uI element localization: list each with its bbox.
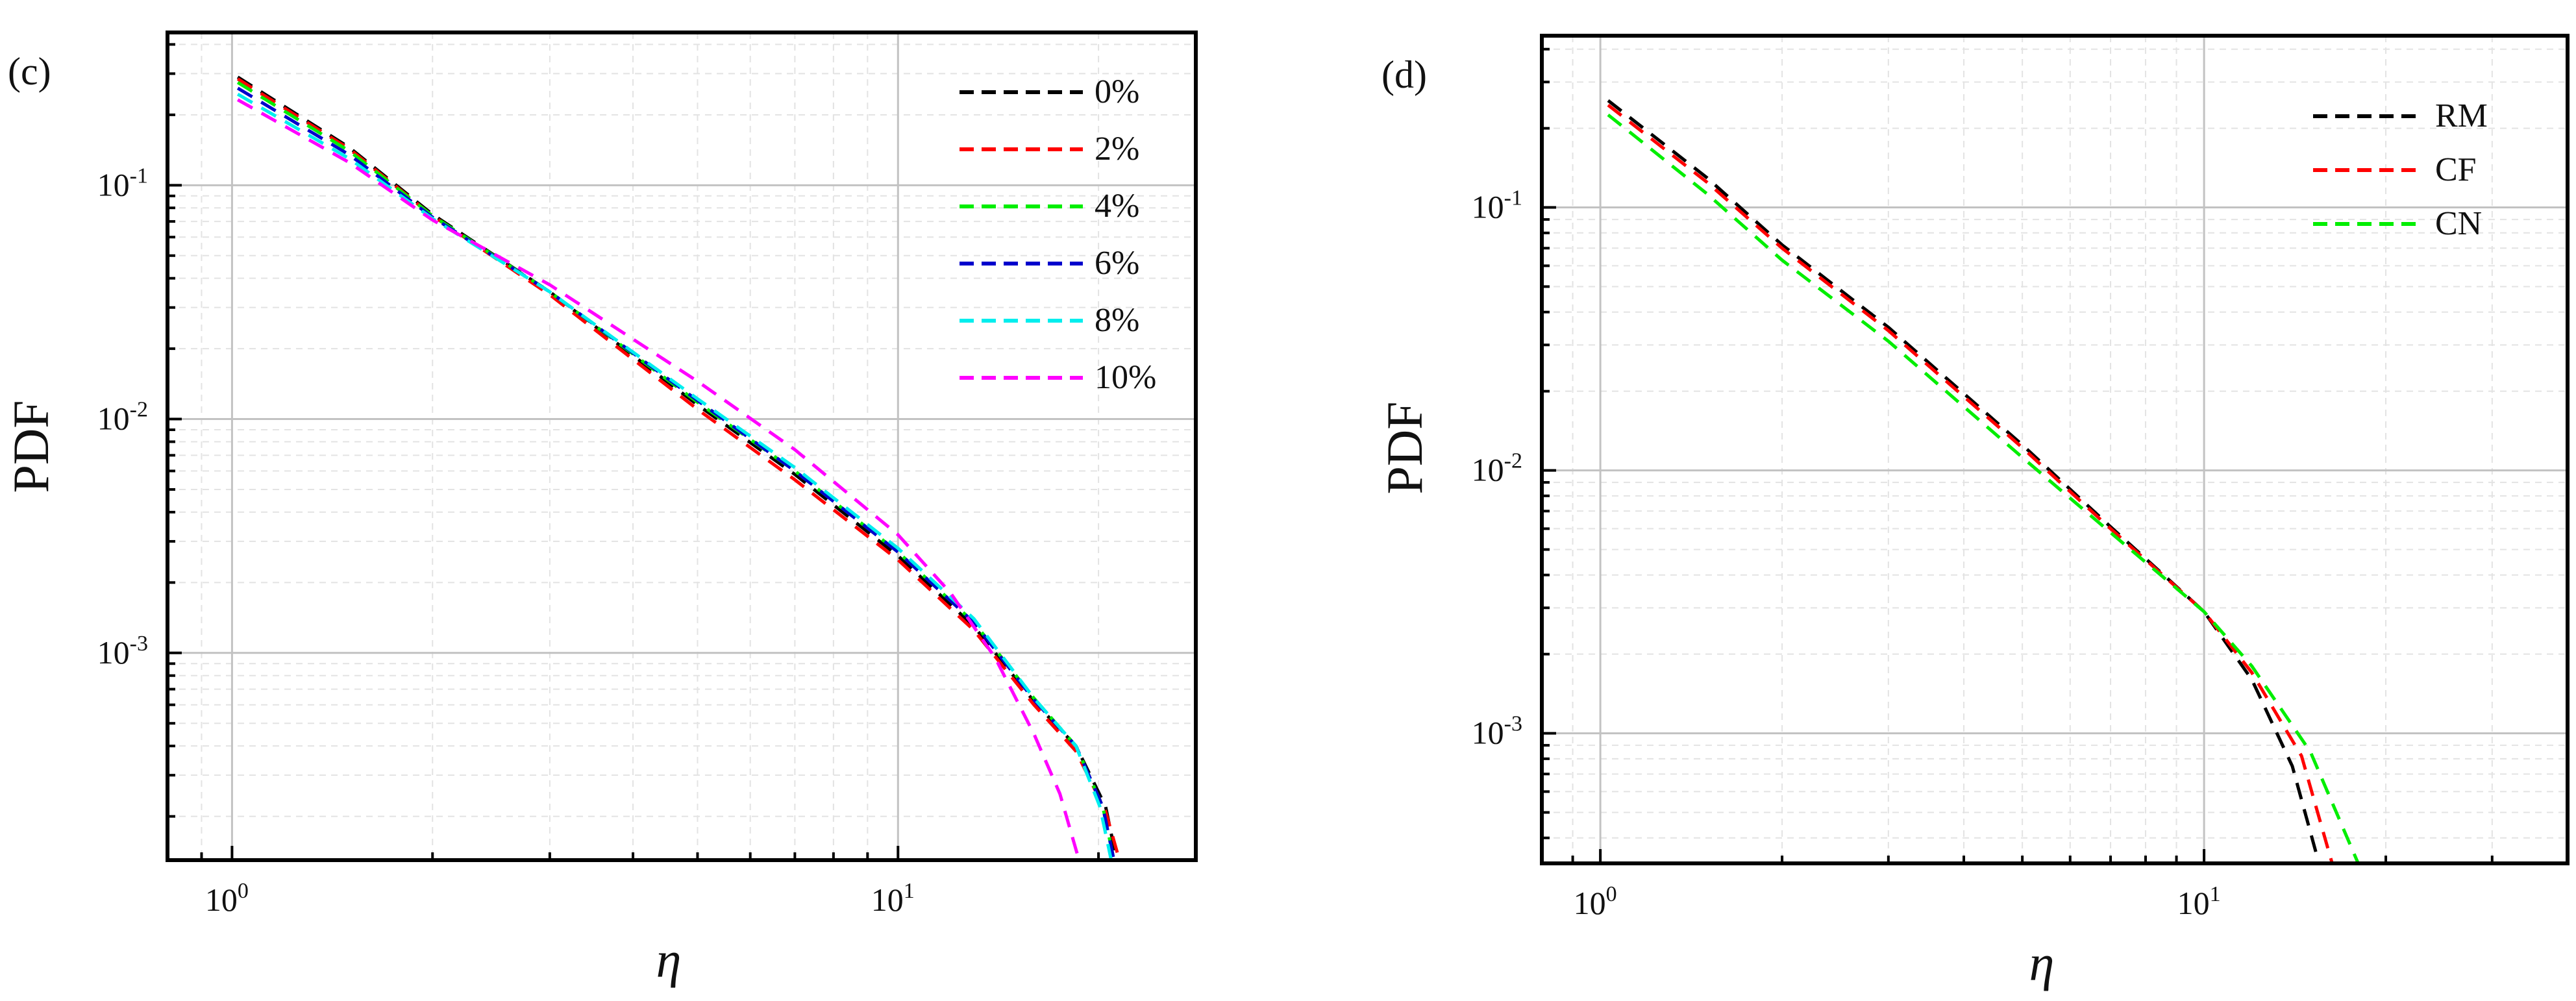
x-tick-label: 101 — [2177, 882, 2221, 921]
x-axis-title: η — [656, 932, 682, 988]
y-tick-exponent: -1 — [1504, 186, 1522, 210]
x-tick-label: 100 — [205, 879, 249, 918]
x-tick-base: 10 — [871, 882, 904, 918]
y-tick-label: 10-2 — [1472, 449, 1522, 488]
grid — [1542, 36, 2568, 863]
x-tick-base: 10 — [205, 882, 238, 918]
y-tick-base: 10 — [97, 634, 130, 671]
series-line-8pct — [236, 92, 1113, 860]
x-tick-label: 100 — [1574, 882, 1617, 921]
panel-label: (d) — [1381, 53, 1427, 96]
legend: 0% 2% 4% 6% 8% 10% — [960, 73, 1156, 396]
y-tick-label: 10-3 — [1472, 712, 1522, 751]
legend-label: 0% — [1095, 73, 1139, 110]
legend-label: 2% — [1095, 130, 1139, 167]
legend-label: 10% — [1095, 359, 1156, 396]
x-tick-exponent: 1 — [2210, 882, 2221, 906]
legend-label: 4% — [1095, 188, 1139, 225]
series-group — [1607, 99, 2360, 863]
legend-label: CF — [2435, 151, 2477, 188]
y-tick-exponent: -2 — [130, 398, 148, 422]
y-tick-base: 10 — [97, 401, 130, 437]
y-tick-exponent: -3 — [1504, 712, 1522, 736]
x-tick-exponent: 1 — [904, 879, 915, 903]
legend-label: 6% — [1095, 245, 1139, 282]
series-line-6pct — [236, 86, 1116, 860]
series-group — [236, 75, 1121, 860]
y-tick-exponent: -1 — [130, 164, 148, 188]
y-tick-label: 10-1 — [97, 164, 148, 203]
y-axis-title: PDF — [1376, 401, 1433, 494]
x-axis-title: η — [2029, 935, 2055, 991]
x-tick-base: 10 — [2177, 885, 2210, 921]
legend-label: RM — [2435, 97, 2488, 134]
y-tick-label: 10-1 — [1472, 186, 1522, 225]
panel-label: (c) — [8, 50, 51, 93]
y-tick-base: 10 — [1472, 189, 1504, 225]
y-tick-base: 10 — [1472, 452, 1504, 488]
plot-frame — [166, 31, 1198, 862]
plot-frame — [1540, 34, 2570, 865]
series-line-0pct — [236, 75, 1119, 860]
legend-label: CN — [2435, 205, 2482, 242]
series-line-cn — [1607, 113, 2360, 863]
y-tick-base: 10 — [97, 166, 130, 203]
x-tick-exponent: 0 — [238, 879, 249, 903]
y-axis-title: PDF — [3, 400, 59, 493]
y-tick-label: 10-3 — [97, 632, 148, 671]
series-line-10pct — [236, 98, 1081, 860]
series-line-rm — [1607, 99, 2321, 863]
x-tick-base: 10 — [1574, 885, 1606, 921]
x-tick-label: 101 — [871, 879, 915, 918]
series-line-cf — [1607, 103, 2334, 863]
y-tick-exponent: -2 — [1504, 449, 1522, 473]
grid — [167, 32, 1196, 860]
legend: RM CF CN — [2313, 97, 2488, 242]
y-tick-exponent: -3 — [130, 632, 148, 656]
y-tick-base: 10 — [1472, 715, 1504, 751]
legend-label: 8% — [1095, 302, 1139, 339]
x-tick-exponent: 0 — [1606, 882, 1617, 906]
y-tick-label: 10-2 — [97, 398, 148, 437]
